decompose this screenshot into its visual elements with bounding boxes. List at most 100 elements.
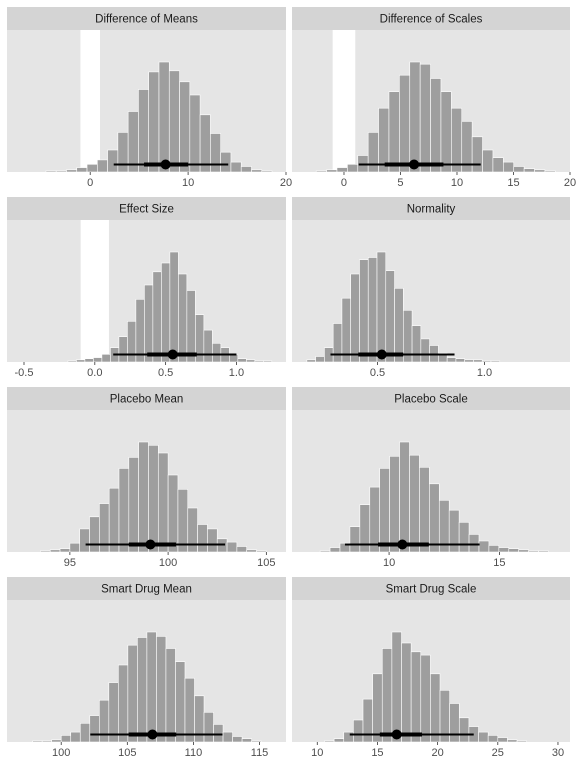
histogram-bar: [93, 357, 103, 363]
x-tick-label: 20: [564, 177, 576, 189]
histogram-bar: [161, 262, 171, 363]
histogram-bar: [507, 739, 518, 743]
histogram-bar: [168, 70, 180, 173]
facet-title: Smart Drug Mean: [101, 584, 192, 596]
histogram-bar: [455, 358, 465, 363]
histogram-bar: [458, 521, 470, 553]
histogram-bar: [419, 466, 430, 553]
histogram-bar: [60, 735, 72, 743]
histogram-bar: [306, 359, 316, 363]
histogram-bar: [203, 711, 214, 743]
histogram-bar: [336, 167, 348, 173]
x-tick-label: 0: [341, 177, 347, 189]
rope-region: [80, 30, 100, 172]
histogram-bar: [359, 259, 369, 363]
histogram-bar: [148, 444, 159, 553]
histogram-bar: [184, 677, 195, 743]
histogram-bar: [67, 360, 77, 363]
histogram-bar: [246, 549, 257, 553]
histogram-bar: [381, 648, 393, 743]
histogram-bar: [376, 251, 387, 363]
histogram-bar: [127, 644, 138, 743]
histogram-bar: [135, 298, 145, 363]
histogram-bar: [391, 631, 402, 743]
histogram-bar: [212, 342, 222, 363]
histogram-bar: [226, 541, 238, 553]
histogram-bar: [410, 651, 422, 743]
facet-title: Normality: [407, 204, 456, 216]
histogram-bar: [241, 738, 252, 743]
facet-strip: [7, 197, 286, 220]
histogram-bar: [332, 323, 343, 363]
histogram-bar: [251, 740, 262, 743]
x-tick-label: 115: [251, 747, 269, 759]
histogram-bar: [156, 636, 167, 743]
histogram-bar: [186, 290, 196, 363]
histogram-bar: [482, 149, 494, 173]
x-tick-label: 10: [451, 177, 463, 189]
histogram-bar: [487, 735, 499, 743]
histogram-bar: [232, 736, 243, 743]
histogram-bar: [534, 169, 546, 173]
histogram-bar: [544, 170, 556, 173]
histogram-bar: [59, 548, 71, 553]
histogram-bar: [118, 664, 129, 743]
histogram-bar: [523, 168, 535, 173]
histogram-bar: [261, 170, 273, 173]
histogram-bar: [157, 452, 169, 553]
x-tick-label: 110: [185, 747, 203, 759]
facet-panel: Effect Size -0.5 0.0 0.5 1.0: [7, 197, 286, 379]
histogram-bar: [349, 526, 361, 553]
histogram-bar: [146, 631, 157, 743]
histogram-bar: [175, 661, 186, 743]
x-tick-label: 1.0: [477, 367, 492, 379]
histogram-bar: [464, 359, 474, 363]
facet-panel: Placebo Scale 10 15: [292, 387, 570, 569]
histogram-bar: [179, 81, 191, 173]
histogram-bar: [98, 699, 110, 743]
histogram-bar: [76, 167, 88, 173]
histogram-bar: [213, 724, 224, 743]
facet-panel: Difference of Scales 0 5 10 15 20: [292, 7, 576, 189]
histogram-bar: [409, 61, 421, 173]
histogram-bar: [55, 170, 67, 173]
x-tick-label: 105: [257, 557, 275, 569]
histogram-bar: [127, 111, 139, 173]
histogram-bar: [440, 91, 452, 173]
x-tick-label: 15: [507, 177, 519, 189]
histogram-bar: [222, 731, 233, 743]
histogram-bar: [347, 164, 359, 173]
histogram-bar: [89, 516, 100, 553]
facet-title: Difference of Scales: [380, 14, 483, 26]
histogram-bar: [165, 648, 176, 743]
histogram-bar: [69, 542, 80, 553]
histogram-bar: [108, 682, 119, 743]
histogram-bar: [446, 357, 457, 363]
x-tick-label: 20: [280, 177, 292, 189]
histogram-bar: [419, 63, 431, 173]
histogram-bar: [66, 169, 78, 173]
x-tick-label: 15: [493, 557, 505, 569]
histogram-bar: [86, 164, 98, 173]
histogram-bar: [101, 353, 111, 363]
histogram-bar: [399, 74, 411, 173]
histogram-bar: [385, 270, 395, 363]
histogram-bar: [79, 722, 91, 743]
x-tick-label: 0.5: [370, 367, 385, 379]
x-tick-label: 1.0: [229, 367, 244, 379]
histogram-bar: [451, 107, 463, 173]
point-estimate: [409, 159, 420, 170]
point-estimate: [147, 729, 158, 740]
histogram-bar: [478, 540, 490, 553]
histogram-bar: [430, 673, 441, 743]
rope-region: [332, 30, 356, 172]
histogram-bar: [473, 359, 483, 363]
histogram-bar: [399, 441, 410, 553]
histogram-bar: [177, 488, 189, 553]
x-tick-label: 100: [52, 747, 70, 759]
histogram-bar: [333, 738, 345, 743]
facet-title: Smart Drug Scale: [386, 584, 477, 596]
histogram-bar: [498, 547, 510, 553]
facet-title: Difference of Means: [95, 14, 198, 26]
